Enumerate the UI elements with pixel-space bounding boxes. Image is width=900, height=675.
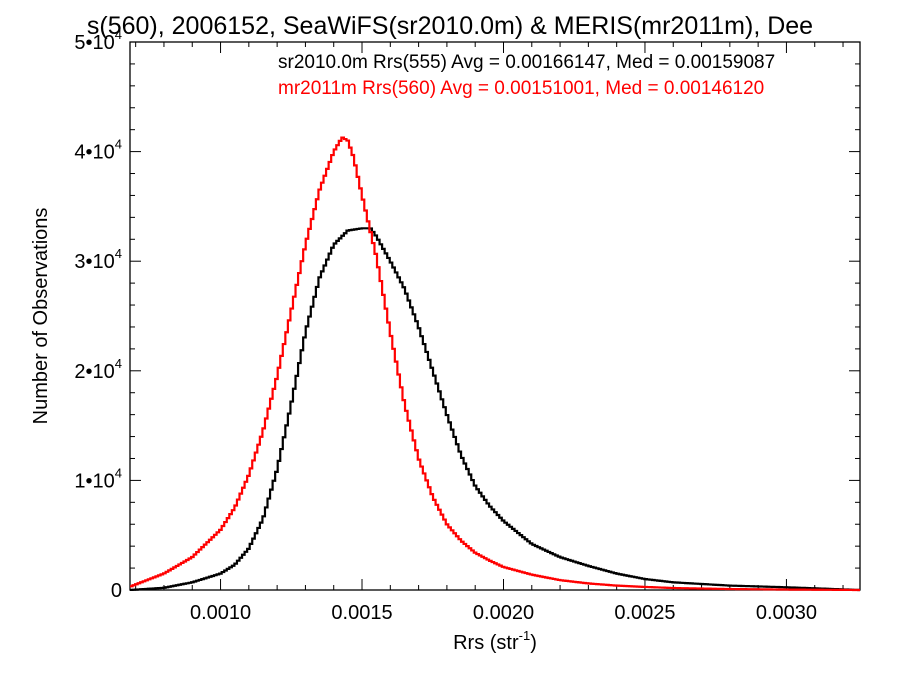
x-tick-label: 0.0020: [473, 602, 534, 624]
series-line-sr2010: [130, 227, 860, 592]
x-tick-label: 0.0025: [614, 602, 675, 624]
y-tick-label: 5•104: [74, 27, 122, 54]
axis-ticks: [130, 41, 860, 591]
legend: sr2010.0m Rrs(555) Avg = 0.00166147, Med…: [278, 52, 775, 99]
x-tick-label: 0.0010: [190, 602, 251, 624]
y-tick-label: 3•104: [74, 246, 122, 273]
x-tick-label: 0.0030: [756, 602, 817, 624]
plot-frame: [129, 41, 861, 591]
y-tick-label: 4•104: [74, 137, 122, 164]
series-line-mr2011: [130, 136, 860, 592]
y-tick-label: 1•104: [74, 465, 122, 492]
chart-title: s(560), 2006152, SeaWiFS(sr2010.0m) & ME…: [87, 12, 813, 40]
series-layer: [130, 136, 860, 592]
x-axis-label: Rrs (str-1): [453, 628, 537, 654]
legend-entry: mr2011m Rrs(560) Avg = 0.00151001, Med =…: [278, 78, 764, 99]
y-tick-label: 2•104: [74, 356, 122, 383]
y-axis-label: Number of Observations: [30, 208, 52, 425]
tick-labels: 0.0010 0.0015 0.0020 0.0025 0.0030 0 1•104 2•10…: [74, 27, 817, 624]
legend-entry: sr2010.0m Rrs(555) Avg = 0.00166147, Med…: [278, 52, 775, 73]
y-tick-label: 0: [111, 580, 122, 602]
x-tick-label: 0.0015: [331, 602, 392, 624]
